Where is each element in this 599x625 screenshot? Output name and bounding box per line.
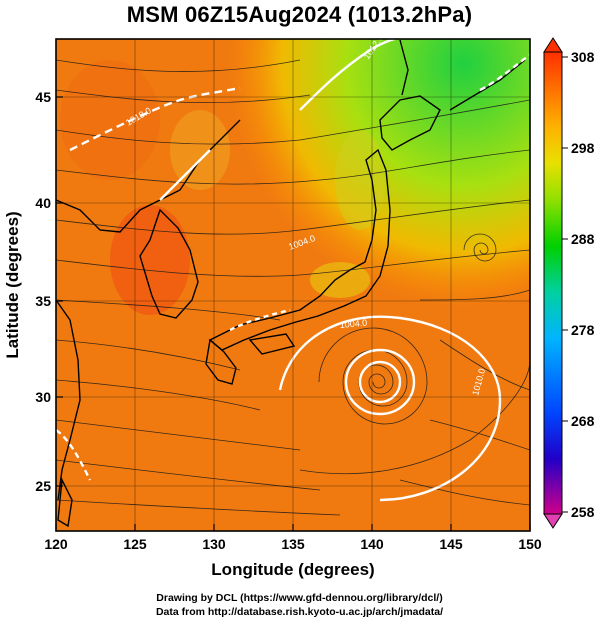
credits: Drawing by DCL (https://www.gfd-dennou.o… — [0, 591, 599, 619]
colorbar-label: 278 — [571, 322, 595, 338]
x-tick-label: 140 — [360, 536, 384, 552]
y-tick-labels: 45 40 35 30 25 — [35, 89, 51, 494]
x-tick-label: 150 — [518, 536, 542, 552]
x-tick-label: 145 — [439, 536, 463, 552]
colorbar-label: 268 — [571, 413, 595, 429]
colorbar-max-arrow — [543, 37, 563, 53]
x-tick-label: 130 — [202, 536, 226, 552]
colorbar-label: 288 — [571, 231, 595, 247]
y-tick-marks — [56, 96, 63, 487]
contour-label: 1004.0 — [339, 318, 367, 330]
gridlines — [56, 39, 530, 531]
chart-title: MSM 06Z15Aug2024 (1013.2hPa) — [126, 2, 473, 27]
coastlines — [56, 39, 526, 528]
credits-line-1: Drawing by DCL (https://www.gfd-dennou.o… — [156, 592, 443, 604]
x-tick-label: 135 — [281, 536, 305, 552]
x-tick-marks — [55, 524, 531, 531]
streamlines — [56, 59, 530, 516]
x-tick-label: 120 — [44, 536, 68, 552]
colorbar: 308 298 288 278 268 258 — [543, 37, 595, 529]
colorbar-label: 298 — [571, 140, 595, 156]
y-tick-label: 40 — [35, 195, 51, 211]
isobar-contours — [56, 39, 530, 502]
x-tick-label: 125 — [123, 536, 147, 552]
y-tick-label: 35 — [35, 293, 51, 309]
x-tick-labels: 120 125 130 135 140 145 150 — [44, 536, 542, 552]
x-axis-label: Longitude (degrees) — [211, 560, 374, 579]
y-axis-label: Latitude (degrees) — [3, 211, 22, 358]
credits-line-2: Data from http://database.rish.kyoto-u.a… — [155, 606, 444, 618]
y-tick-label: 25 — [35, 478, 51, 494]
weather-map: 1018.0 1012.0 1004.0 1010.0 1004.0 — [3, 37, 595, 579]
colorbar-label: 308 — [571, 49, 595, 65]
y-tick-label: 45 — [35, 89, 51, 105]
colorbar-label: 258 — [571, 504, 595, 520]
y-tick-label: 30 — [35, 389, 51, 405]
colorbar-min-arrow — [543, 513, 563, 529]
